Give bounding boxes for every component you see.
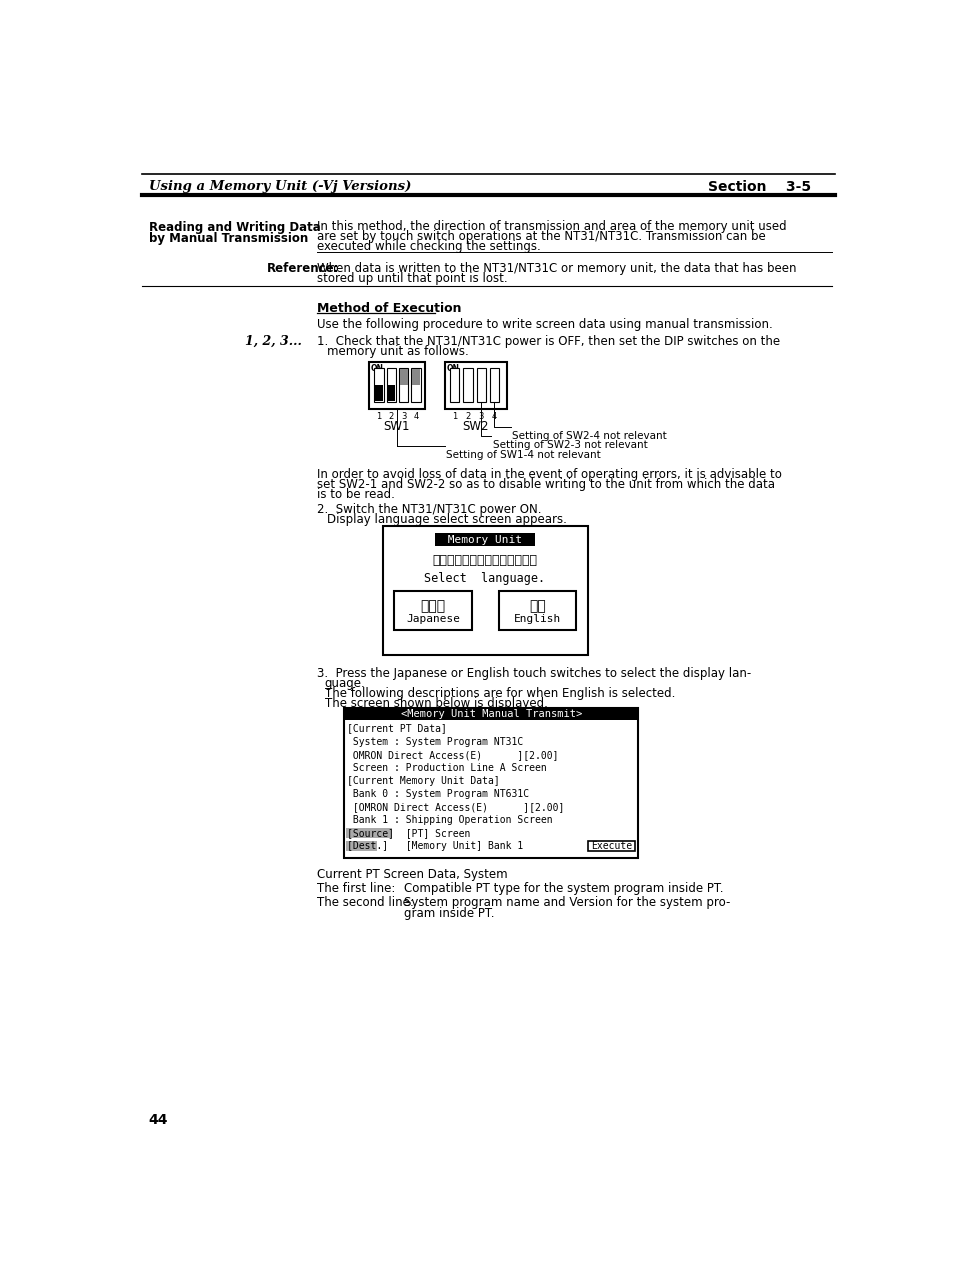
Text: Current PT Screen Data, System: Current PT Screen Data, System — [316, 869, 507, 881]
Text: Setting of SW2-4 not relevant: Setting of SW2-4 not relevant — [512, 431, 666, 441]
Bar — [394, 591, 472, 629]
Text: In this method, the direction of transmission and area of the memory unit used: In this method, the direction of transmi… — [316, 219, 785, 233]
Bar — [386, 368, 395, 402]
Text: 1.  Check that the NT31/NT31C power is OFF, then set the DIP switches on the: 1. Check that the NT31/NT31C power is OF… — [316, 335, 780, 347]
Text: SW1: SW1 — [383, 420, 410, 434]
Bar — [344, 708, 638, 858]
Text: [Current Memory Unit Data]: [Current Memory Unit Data] — [347, 776, 499, 786]
Text: Use the following procedure to write screen data using manual transmission.: Use the following procedure to write scr… — [316, 318, 772, 331]
Text: 表示言語を選択してください。: 表示言語を選択してください。 — [432, 554, 537, 567]
Text: 4: 4 — [491, 412, 497, 421]
Text: OMRON Direct Access(E)      ][2.00]: OMRON Direct Access(E) ][2.00] — [347, 749, 558, 760]
Text: set SW2-1 and SW2-2 so as to disable writing to the unit from which the data: set SW2-1 and SW2-2 so as to disable wri… — [316, 478, 774, 491]
Text: Japanese: Japanese — [406, 614, 459, 624]
Text: The first line:: The first line: — [316, 883, 395, 895]
Text: gram inside PT.: gram inside PT. — [404, 907, 495, 919]
Bar — [450, 368, 459, 402]
Text: 2: 2 — [465, 412, 470, 421]
Text: [OMRON Direct Access(E)      ][2.00]: [OMRON Direct Access(E) ][2.00] — [347, 803, 564, 812]
Bar — [345, 841, 376, 851]
Text: 2: 2 — [388, 412, 394, 421]
Text: 1: 1 — [375, 412, 381, 421]
Bar — [369, 361, 424, 410]
Text: [Current PT Data]: [Current PT Data] — [347, 724, 447, 733]
Text: In order to avoid loss of data in the event of operating errors, it is advisable: In order to avoid loss of data in the ev… — [316, 468, 781, 481]
Text: Screen : Production Line A Screen: Screen : Production Line A Screen — [347, 763, 546, 772]
Text: 4: 4 — [413, 412, 418, 421]
Text: Reference:: Reference: — [266, 262, 338, 275]
Text: English: English — [514, 614, 560, 624]
Bar — [587, 841, 634, 851]
Text: [Source]  [PT] Screen: [Source] [PT] Screen — [347, 828, 470, 838]
Bar — [412, 369, 419, 384]
Bar — [489, 368, 498, 402]
Bar — [344, 708, 638, 720]
Text: Bank 1 : Shipping Operation Screen: Bank 1 : Shipping Operation Screen — [347, 815, 552, 825]
Bar — [398, 368, 408, 402]
Text: The second line:: The second line: — [316, 896, 414, 909]
Text: stored up until that point is lost.: stored up until that point is lost. — [316, 273, 507, 285]
Text: Reading and Writing Data: Reading and Writing Data — [149, 222, 320, 235]
Text: The following descriptions are for when English is selected.: The following descriptions are for when … — [324, 686, 675, 700]
Text: Setting of SW1-4 not relevant: Setting of SW1-4 not relevant — [446, 450, 600, 460]
Text: guage.: guage. — [324, 677, 365, 690]
Text: Section    3-5: Section 3-5 — [707, 180, 810, 194]
Text: 日本語: 日本語 — [420, 598, 445, 612]
Text: [Dest.]   [Memory Unit] Bank 1: [Dest.] [Memory Unit] Bank 1 — [347, 841, 523, 851]
Text: ON: ON — [371, 364, 384, 373]
Text: Display language select screen appears.: Display language select screen appears. — [327, 512, 566, 525]
Text: 3: 3 — [478, 412, 483, 421]
Text: 1: 1 — [452, 412, 457, 421]
Text: Setting of SW2-3 not relevant: Setting of SW2-3 not relevant — [493, 440, 647, 450]
Text: 2.  Switch the NT31/NT31C power ON.: 2. Switch the NT31/NT31C power ON. — [316, 502, 540, 516]
Text: memory unit as follows.: memory unit as follows. — [327, 345, 468, 358]
Bar — [444, 361, 506, 410]
Text: When data is written to the NT31/NT31C or memory unit, the data that has been: When data is written to the NT31/NT31C o… — [316, 262, 796, 275]
Bar — [476, 368, 485, 402]
Text: are set by touch switch operations at the NT31/NT31C. Transmission can be: are set by touch switch operations at th… — [316, 230, 765, 243]
Text: System : System Program NT31C: System : System Program NT31C — [347, 737, 523, 747]
Bar — [463, 368, 472, 402]
Bar — [399, 369, 407, 384]
Text: Select  language.: Select language. — [424, 572, 545, 585]
Text: SW2: SW2 — [462, 420, 489, 434]
Bar — [382, 526, 587, 656]
Text: Using a Memory Unit (-Vj Versions): Using a Memory Unit (-Vj Versions) — [149, 180, 411, 193]
Text: System program name and Version for the system pro-: System program name and Version for the … — [404, 896, 730, 909]
Text: Method of Execution: Method of Execution — [316, 302, 461, 316]
Bar — [345, 828, 392, 838]
Text: by Manual Transmission: by Manual Transmission — [149, 232, 308, 245]
Bar — [498, 591, 576, 629]
Text: 3.  Press the Japanese or English touch switches to select the display lan-: 3. Press the Japanese or English touch s… — [316, 667, 750, 680]
Bar — [435, 534, 535, 547]
Bar — [387, 384, 395, 401]
Text: <Memory Unit Manual Transmit>: <Memory Unit Manual Transmit> — [400, 709, 581, 719]
Bar — [411, 368, 420, 402]
Text: executed while checking the settings.: executed while checking the settings. — [316, 240, 540, 252]
Text: Memory Unit: Memory Unit — [440, 535, 528, 545]
Text: The screen shown below is displayed.: The screen shown below is displayed. — [324, 696, 547, 710]
Text: Compatible PT type for the system program inside PT.: Compatible PT type for the system progra… — [404, 883, 723, 895]
Text: 1, 2, 3...: 1, 2, 3... — [245, 335, 301, 347]
Text: ON: ON — [447, 364, 459, 373]
Bar — [374, 368, 383, 402]
Text: 3: 3 — [400, 412, 406, 421]
Text: 英語: 英語 — [529, 598, 545, 612]
Text: Execute: Execute — [590, 841, 631, 851]
Text: Bank 0 : System Program NT631C: Bank 0 : System Program NT631C — [347, 789, 529, 799]
Bar — [375, 384, 382, 401]
Text: 44: 44 — [149, 1113, 168, 1127]
Text: is to be read.: is to be read. — [316, 488, 395, 501]
